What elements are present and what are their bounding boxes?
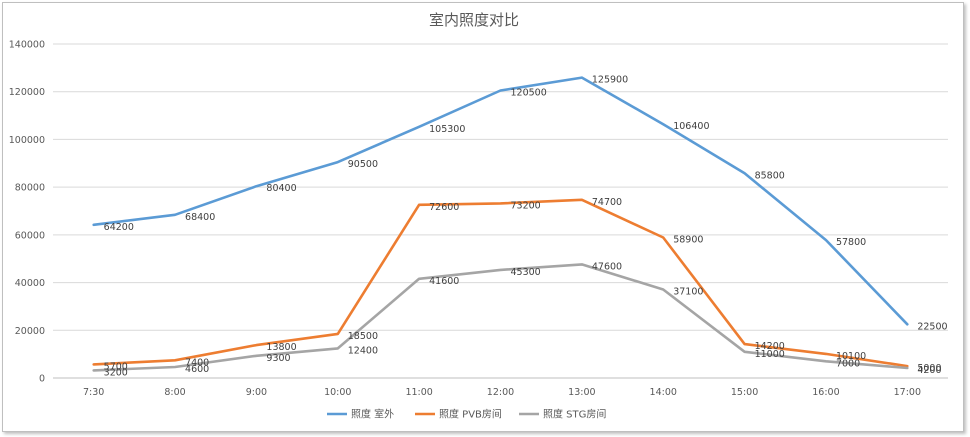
data-label: 72600 <box>429 202 459 213</box>
data-label: 80400 <box>266 183 296 194</box>
x-tick-label: 10:00 <box>324 387 351 398</box>
data-label: 9300 <box>266 353 290 364</box>
data-labels: 64200 68400 80400 90500 105300 120500 125900 10… <box>104 75 948 379</box>
x-tick-label: 12:00 <box>487 387 514 398</box>
data-label: 47600 <box>592 261 622 272</box>
y-tick-label: 80000 <box>15 183 45 194</box>
data-label: 105300 <box>429 124 465 135</box>
data-label: 120500 <box>511 88 547 99</box>
data-label: 85800 <box>755 170 785 181</box>
data-label: 45300 <box>511 267 541 278</box>
data-label: 58900 <box>673 234 703 245</box>
y-tick-label: 20000 <box>15 326 45 337</box>
data-label: 10100 <box>836 351 866 362</box>
x-tick-label: 14:00 <box>650 387 677 398</box>
y-tick-label: 0 <box>39 374 45 385</box>
y-tick-label: 120000 <box>9 87 45 98</box>
y-tick-label: 100000 <box>9 135 45 146</box>
x-tick-label: 11:00 <box>405 387 432 398</box>
data-label: 64200 <box>104 222 134 233</box>
data-label: 22500 <box>917 321 947 332</box>
data-label: 106400 <box>673 121 709 132</box>
legend: 照度 室外 照度 PVB房间 照度 STG房间 <box>327 408 606 421</box>
data-label: 11000 <box>755 349 785 360</box>
data-label: 12400 <box>348 345 378 356</box>
gridlines <box>53 43 948 379</box>
data-label: 74700 <box>592 197 622 208</box>
data-label: 5700 <box>104 361 128 372</box>
x-tick-label: 9:00 <box>246 387 267 398</box>
data-label: 57800 <box>836 237 866 248</box>
data-label: 41600 <box>429 276 459 287</box>
series-line-1 <box>92 198 909 368</box>
chart-title: 室内照度对比 <box>429 11 519 29</box>
data-label: 4600 <box>185 364 209 375</box>
data-label: 4200 <box>917 365 941 376</box>
data-label: 5000 <box>917 363 941 374</box>
y-tick-label: 40000 <box>15 278 45 289</box>
data-label: 18500 <box>348 331 378 342</box>
data-label: 37100 <box>673 286 703 297</box>
x-axis-ticks: 7:30 8:00 9:00 10:00 11:00 12:00 13:00 14:00 15:… <box>83 387 921 398</box>
y-axis-ticks: 0 20000 40000 60000 80000 100000 120000 140000 <box>9 40 45 385</box>
data-label: 73200 <box>511 200 541 211</box>
legend-entry: 照度 PVB房间 <box>439 408 502 421</box>
series-line-2 <box>92 263 909 372</box>
data-label: 14200 <box>755 341 785 352</box>
legend-entry: 照度 室外 <box>351 408 394 421</box>
data-label: 3200 <box>104 367 128 378</box>
data-label: 68400 <box>185 212 215 223</box>
legend-entry: 照度 STG房间 <box>543 408 606 421</box>
series-line-0 <box>92 76 909 326</box>
series-lines <box>92 76 909 372</box>
y-tick-label: 140000 <box>9 40 45 51</box>
data-label: 13800 <box>266 342 296 353</box>
data-label: 7000 <box>836 358 860 369</box>
x-tick-label: 16:00 <box>812 387 839 398</box>
data-label: 90500 <box>348 159 378 170</box>
x-tick-label: 8:00 <box>164 387 185 398</box>
x-tick-label: 17:00 <box>894 387 921 398</box>
x-tick-label: 15:00 <box>731 387 758 398</box>
data-label: 125900 <box>592 75 628 86</box>
x-tick-label: 7:30 <box>83 387 104 398</box>
y-tick-label: 60000 <box>15 230 45 241</box>
data-label: 7400 <box>185 357 209 368</box>
x-tick-label: 13:00 <box>568 387 595 398</box>
